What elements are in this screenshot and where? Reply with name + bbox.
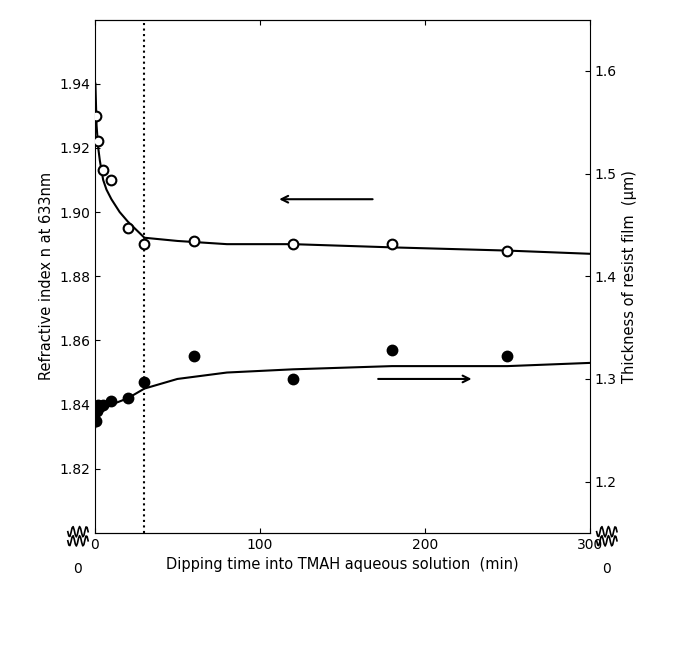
Y-axis label: Thickness of resist film  (μm): Thickness of resist film (μm) <box>622 170 637 383</box>
Text: 0: 0 <box>603 562 611 576</box>
Text: 0: 0 <box>74 562 82 576</box>
X-axis label: Dipping time into TMAH aqueous solution  (min): Dipping time into TMAH aqueous solution … <box>166 558 519 573</box>
Y-axis label: Refractive index n at 633nm: Refractive index n at 633nm <box>39 172 54 380</box>
